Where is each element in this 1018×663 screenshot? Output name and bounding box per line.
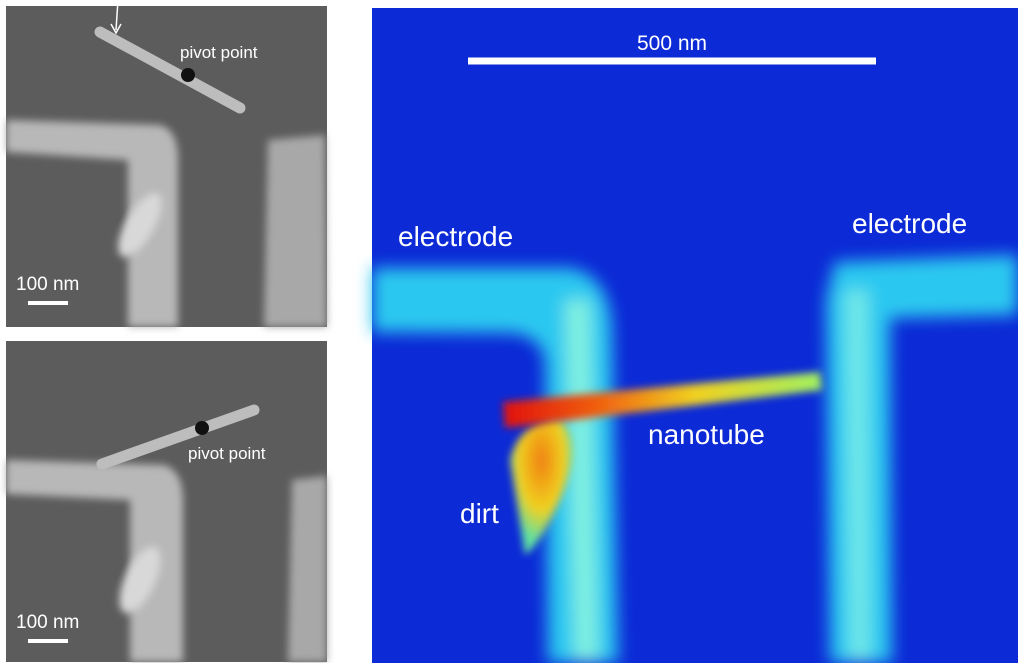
pivot-label: pivot point <box>180 43 258 62</box>
main-panel: 500 nm electrode electrode nanotube dirt <box>372 8 1018 663</box>
panel-background <box>372 8 1018 663</box>
bottom-panel: pivot point 100 nm <box>6 341 327 662</box>
electrode-label: electrode <box>398 221 513 252</box>
scale-label: 100 nm <box>16 274 79 295</box>
dirt-label: dirt <box>460 498 499 529</box>
nanotube-label: nanotube <box>648 419 765 450</box>
electrode <box>264 135 327 327</box>
figure: pivot point 100 nm pivot point 100 nm 50… <box>0 0 1018 663</box>
pivot-dot <box>181 68 195 82</box>
top-panel: pivot point 100 nm <box>6 0 327 327</box>
electrode <box>288 476 327 662</box>
electrode-label: electrode <box>852 208 967 239</box>
scale-label: 100 nm <box>16 612 79 633</box>
pivot-dot <box>195 421 209 435</box>
pivot-label: pivot point <box>188 444 266 463</box>
scale-label: 500 nm <box>637 32 707 55</box>
